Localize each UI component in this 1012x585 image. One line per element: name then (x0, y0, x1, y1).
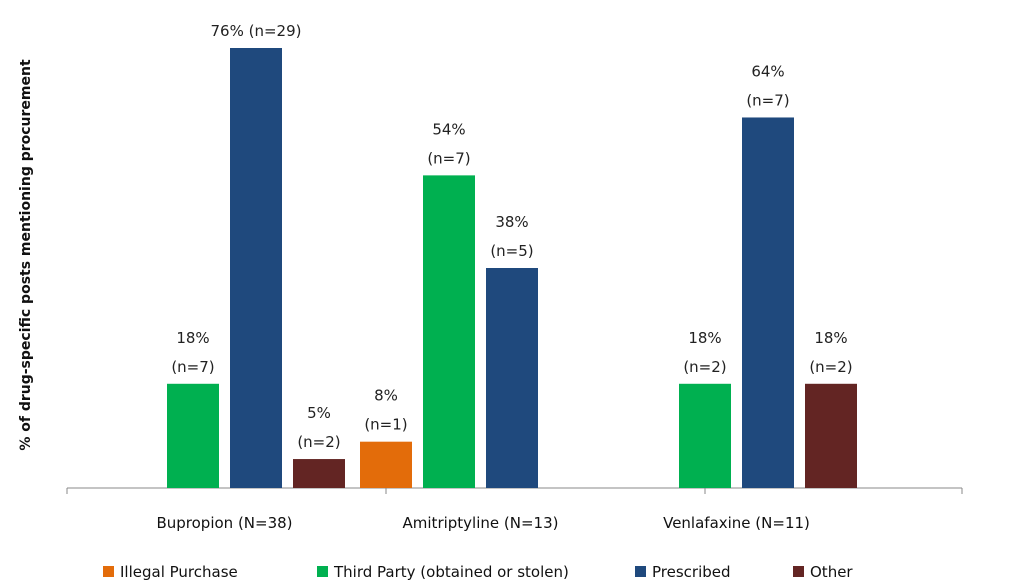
bar-third-party-amitriptyline (423, 175, 475, 489)
bar-prescribed-venlafaxine (742, 117, 794, 488)
bar-other-bupropion (293, 459, 345, 488)
data-label: 38% (495, 213, 528, 231)
legend-swatch-illegal-purchase (103, 566, 114, 577)
bars-group (167, 48, 857, 489)
legend-label-prescribed: Prescribed (652, 563, 731, 581)
legend-swatch-other (793, 566, 804, 577)
data-label: 8% (374, 387, 398, 405)
category-labels-group: Bupropion (N=38) Amitriptyline (N=13) Venl… (156, 514, 809, 532)
data-label: (n=2) (297, 433, 340, 451)
legend: Illegal Purchase Third Party (obtained or… (103, 563, 853, 581)
x-axis (66, 487, 963, 494)
bar-prescribed-amitriptyline (486, 268, 538, 488)
data-label: (n=2) (809, 358, 852, 376)
data-label: (n=1) (364, 416, 407, 434)
data-label: 54% (432, 120, 465, 138)
data-labels-group: 18% (n=7) 76% (n=29) 5% (n=2) 8% (n=1) 54% (n=7)… (171, 22, 852, 451)
legend-label-third-party: Third Party (obtained or stolen) (333, 563, 569, 581)
bar-third-party-bupropion (167, 383, 219, 488)
data-label: 76% (n=29) (211, 22, 302, 40)
data-label: (n=7) (427, 149, 470, 167)
legend-label-other: Other (810, 563, 853, 581)
category-label-amitriptyline: Amitriptyline (N=13) (403, 514, 559, 532)
data-label: (n=7) (171, 358, 214, 376)
bar-prescribed-bupropion (230, 48, 282, 488)
data-label: 18% (688, 329, 721, 347)
y-axis-label-group: % of drug-specific posts mentioning proc… (18, 59, 34, 451)
legend-label-illegal-purchase: Illegal Purchase (120, 563, 238, 581)
bar-illegal-purchase-amitriptyline (360, 441, 412, 488)
data-label: 5% (307, 404, 331, 422)
data-label: 64% (751, 62, 784, 80)
data-label: (n=2) (683, 358, 726, 376)
data-label: 18% (176, 329, 209, 347)
category-label-venlafaxine: Venlafaxine (N=11) (663, 514, 810, 532)
legend-swatch-third-party (317, 566, 328, 577)
bar-third-party-venlafaxine (679, 383, 731, 488)
y-axis-label: % of drug-specific posts mentioning proc… (18, 59, 34, 451)
data-label: (n=7) (746, 91, 789, 109)
bar-other-venlafaxine (805, 383, 857, 488)
data-label: 18% (814, 329, 847, 347)
data-label: (n=5) (490, 242, 533, 260)
category-label-bupropion: Bupropion (N=38) (156, 514, 292, 532)
legend-swatch-prescribed (635, 566, 646, 577)
